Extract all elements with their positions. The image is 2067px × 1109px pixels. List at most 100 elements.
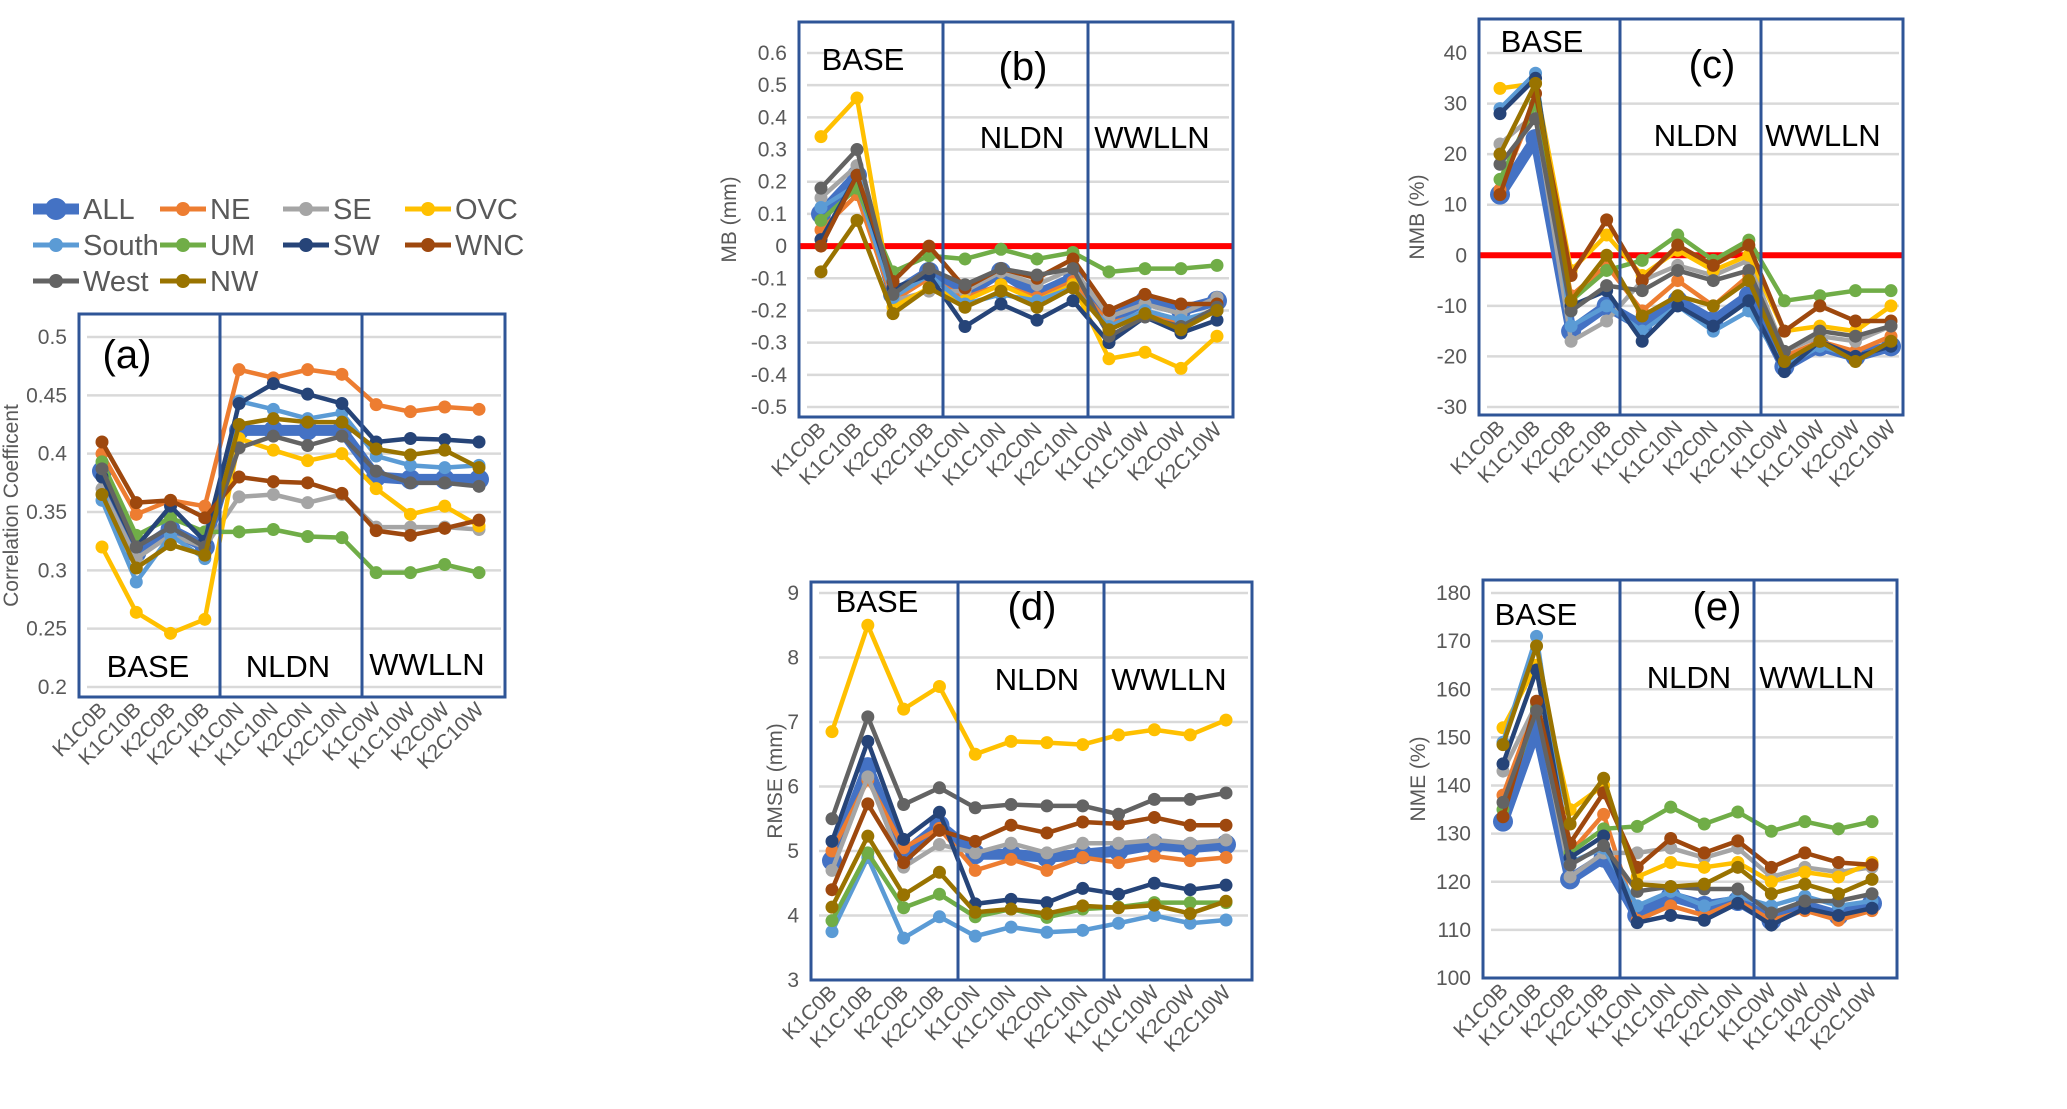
panel-frame: [1477, 17, 1905, 417]
data-point: [1102, 303, 1116, 317]
data-point: [1798, 815, 1812, 829]
data-point: [1764, 875, 1778, 889]
data-point: [1697, 860, 1711, 874]
legend-label: OVC: [455, 194, 518, 226]
y-tick-label: -0.3: [751, 332, 787, 355]
data-point: [369, 566, 383, 580]
data-point: [1697, 913, 1711, 927]
data-point: [1030, 268, 1044, 282]
data-point: [1530, 704, 1544, 718]
y-tick-label: -20: [1437, 345, 1467, 368]
section-label-wwlln: WWLLN: [369, 647, 484, 682]
y-tick-label: 150: [1436, 726, 1471, 749]
data-point: [438, 433, 452, 447]
data-point: [897, 832, 911, 846]
data-point: [232, 397, 246, 410]
data-point: [164, 493, 178, 507]
y-axis-label: Correlation Coefficent: [0, 404, 23, 607]
panel-label: (c): [1689, 43, 1736, 87]
data-point: [1597, 839, 1611, 853]
data-point: [1219, 913, 1233, 927]
data-point: [1183, 836, 1197, 850]
y-tick-label: 0.6: [758, 42, 787, 65]
data-point: [369, 482, 383, 496]
series-west: [1493, 112, 1898, 358]
data-point: [932, 781, 946, 795]
data-point: [1664, 880, 1678, 894]
y-tick-label: 9: [787, 582, 799, 605]
data-point: [1635, 253, 1649, 267]
data-point: [932, 680, 946, 694]
panel-label: (e): [1693, 585, 1742, 629]
data-point: [861, 618, 875, 632]
data-point: [1813, 299, 1827, 313]
data-point: [1183, 728, 1197, 742]
data-point: [1219, 786, 1233, 800]
data-point: [232, 418, 246, 431]
data-point: [1219, 894, 1233, 908]
panel-label: (a): [103, 333, 152, 377]
section-label-wwlln: WWLLN: [1765, 118, 1880, 153]
y-tick-label: 110: [1438, 919, 1471, 942]
data-point: [1112, 901, 1126, 915]
data-point: [1493, 188, 1507, 202]
y-tick-label: 8: [787, 647, 799, 670]
data-point: [1040, 736, 1054, 750]
series-nw: [825, 829, 1233, 921]
data-point: [369, 442, 383, 456]
series-line: [829, 855, 1227, 941]
data-point: [1731, 860, 1745, 874]
y-tick-label: 10: [1444, 194, 1467, 217]
data-point: [1040, 907, 1054, 921]
data-point: [1664, 856, 1678, 869]
data-point: [1076, 850, 1090, 864]
legend-item-wnc: WNC: [405, 230, 524, 262]
data-point: [232, 525, 246, 539]
data-point: [814, 191, 828, 205]
data-point: [850, 143, 864, 157]
data-point: [1183, 916, 1197, 930]
data-point: [886, 307, 900, 321]
data-point: [922, 281, 936, 295]
data-point: [1731, 834, 1745, 848]
data-point: [164, 520, 178, 534]
section-label-nldn: NLDN: [1647, 660, 1731, 695]
y-tick-label: 140: [1436, 775, 1471, 798]
data-point: [266, 377, 280, 391]
data-point: [1563, 817, 1577, 831]
data-point: [198, 499, 212, 513]
data-point: [1731, 805, 1745, 819]
data-point: [472, 435, 486, 449]
data-point: [1884, 299, 1898, 313]
data-point: [994, 242, 1008, 256]
data-point: [1040, 826, 1054, 840]
legend-swatch-marker: [49, 274, 63, 288]
data-point: [129, 561, 143, 575]
data-point: [1564, 319, 1578, 333]
data-point: [1777, 365, 1791, 379]
data-point: [1798, 877, 1812, 891]
data-point: [1530, 639, 1544, 653]
data-point: [825, 844, 839, 858]
data-point: [897, 931, 911, 945]
y-tick-label: 3: [787, 969, 799, 992]
data-point: [922, 239, 936, 253]
data-point: [472, 566, 486, 580]
data-point: [1004, 902, 1018, 916]
data-point: [129, 605, 143, 619]
data-point: [129, 575, 143, 589]
data-point: [129, 496, 143, 510]
data-point: [164, 511, 178, 525]
legend-item-sw: SW: [283, 230, 380, 262]
data-point: [1600, 279, 1614, 293]
data-point: [403, 458, 417, 472]
data-point: [1764, 824, 1778, 838]
data-point: [438, 443, 452, 457]
data-point: [861, 770, 875, 784]
data-point: [1147, 898, 1161, 912]
data-point: [1764, 860, 1778, 874]
data-point: [1884, 334, 1898, 348]
data-point: [335, 447, 349, 461]
data-point: [1066, 294, 1080, 308]
data-point: [472, 479, 486, 493]
